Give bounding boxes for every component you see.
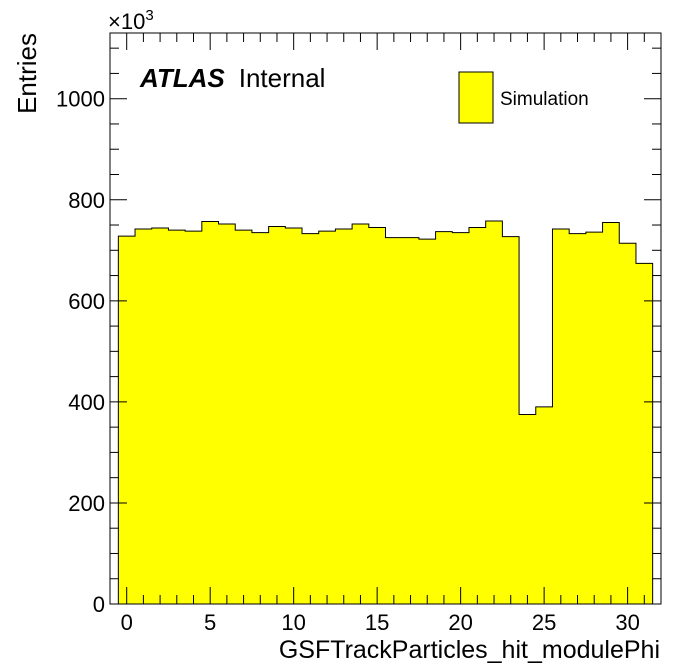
histogram-bar — [569, 233, 587, 604]
atlas-label: ATLAS Internal — [139, 63, 325, 93]
histogram-bar — [251, 232, 270, 604]
x-tick-label: 0 — [121, 610, 133, 635]
legend-label: Simulation — [500, 89, 589, 110]
histogram-bar — [452, 232, 470, 604]
histogram-bar — [519, 414, 537, 604]
histogram-bar — [635, 263, 654, 604]
x-tick-label: 15 — [365, 610, 389, 635]
histogram-bar — [585, 232, 603, 604]
histogram-bar — [418, 239, 436, 604]
y-multiplier: ×103 — [108, 7, 154, 34]
histogram-bar — [201, 221, 219, 604]
histogram-bar — [168, 230, 186, 604]
histogram-bar — [402, 237, 420, 604]
histogram-bar — [352, 224, 370, 604]
bar-group — [118, 220, 654, 604]
histogram-bar — [552, 229, 570, 604]
histogram-bar — [118, 236, 136, 604]
histogram-bar — [318, 231, 336, 604]
y-tick-label: 600 — [68, 289, 105, 314]
y-tick-label: 400 — [68, 390, 105, 415]
y-tick-label: 1000 — [56, 87, 105, 112]
histogram-bar — [218, 224, 236, 604]
histogram-bar — [535, 406, 553, 604]
y-axis-label: Entries — [12, 33, 42, 114]
x-tick-label: 25 — [532, 610, 556, 635]
legend-swatch — [458, 71, 494, 124]
x-tick-label: 30 — [615, 610, 639, 635]
histogram-bar — [302, 233, 320, 604]
histogram-outline — [117, 220, 654, 604]
histogram-bar — [502, 236, 520, 604]
histogram-bar — [485, 220, 503, 604]
histogram-bar — [602, 222, 620, 604]
x-tick-label: 5 — [204, 610, 216, 635]
y-tick-label: 200 — [68, 491, 105, 516]
tick-marks — [109, 33, 662, 605]
histogram-bar — [151, 228, 169, 604]
histogram-bar — [468, 227, 487, 604]
y-tick-label: 0 — [93, 592, 105, 617]
histogram-bar — [135, 229, 153, 604]
x-axis-label: GSFTrackParticles_hit_modulePhi — [279, 636, 660, 664]
plot-frame — [109, 32, 662, 605]
legend: Simulation — [458, 71, 589, 124]
histogram-bar — [235, 230, 253, 604]
histogram-bar — [435, 231, 453, 604]
y-tick-label: 800 — [68, 188, 105, 213]
histogram-bar — [335, 229, 353, 604]
histogram-bar — [185, 231, 203, 604]
histogram-bar — [385, 237, 403, 604]
histogram-bar — [368, 227, 386, 604]
x-tick-label: 20 — [448, 610, 472, 635]
x-tick-labels: 0 5 10 15 20 25 30 — [121, 610, 640, 635]
histogram-bar — [285, 228, 303, 604]
x-tick-label: 10 — [281, 610, 305, 635]
histogram-bar — [268, 226, 286, 604]
y-tick-labels: 0 200 400 600 800 1000 — [56, 87, 105, 617]
histogram-bar — [619, 243, 637, 604]
